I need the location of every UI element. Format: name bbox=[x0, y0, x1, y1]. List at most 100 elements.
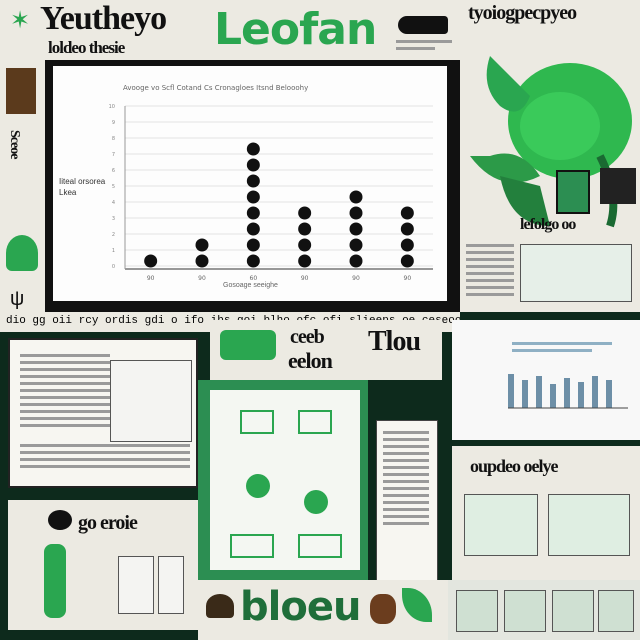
y-tick-label: 2 bbox=[112, 232, 115, 238]
diagram-icon-2 bbox=[298, 410, 332, 434]
left-document bbox=[8, 338, 198, 488]
data-dot bbox=[298, 206, 312, 220]
jar-icon bbox=[556, 170, 590, 214]
chart-title: Avooge vo Scfl Cotand Cs Cronagloes Itsn… bbox=[123, 84, 309, 92]
data-dot bbox=[246, 222, 260, 236]
chart-panel: Avooge vo Scfl Cotand Cs Cronagloes Itsn… bbox=[45, 60, 460, 312]
diagram-icon-3 bbox=[230, 534, 274, 558]
left-strip: Sceoe ψ bbox=[0, 60, 45, 312]
mini-bar-chart bbox=[508, 374, 628, 409]
header-icon-strip bbox=[390, 0, 460, 60]
data-dot bbox=[400, 222, 414, 236]
sheet-thumbnail bbox=[118, 556, 154, 614]
chart-area: Avooge vo Scfl Cotand Cs Cronagloes Itsn… bbox=[53, 66, 447, 301]
sparkle-icon: ✶ bbox=[10, 7, 31, 34]
mini-chart-panel bbox=[452, 320, 640, 440]
y-tick-label: 3 bbox=[112, 216, 115, 222]
bottom-thumb-2 bbox=[504, 590, 546, 632]
y-tick-label: 0 bbox=[112, 264, 115, 270]
data-dot bbox=[349, 190, 363, 204]
right-mid-panel: oupdeo oelye bbox=[452, 446, 640, 580]
data-dot bbox=[298, 238, 312, 252]
data-dot bbox=[246, 142, 260, 156]
y-tick-label: 4 bbox=[112, 200, 115, 206]
center-header-panel: Leofan bbox=[210, 0, 390, 60]
sheet-thumbnail-2 bbox=[158, 556, 184, 614]
sprout-icon: ψ bbox=[10, 288, 25, 310]
x-tick-label: 90 bbox=[198, 275, 206, 282]
creature-panel: tyoiogpecpyeo lefolgo oo bbox=[460, 0, 640, 312]
bottom-thumb-1 bbox=[456, 590, 498, 632]
text-column bbox=[376, 420, 438, 582]
data-dot bbox=[195, 238, 209, 252]
y-tick-label: 1 bbox=[112, 248, 115, 254]
plant-icon bbox=[6, 235, 38, 271]
vertical-label: Sceoe bbox=[7, 130, 22, 159]
data-dot bbox=[400, 254, 414, 268]
diagram-icon-4 bbox=[298, 534, 342, 558]
x-tick-label: 60 bbox=[250, 275, 258, 282]
data-dot bbox=[400, 238, 414, 252]
data-dot bbox=[246, 190, 260, 204]
data-dot bbox=[400, 206, 414, 220]
x-tick-label: 90 bbox=[404, 275, 412, 282]
sheep-icon bbox=[220, 330, 276, 360]
hat-icon bbox=[206, 594, 234, 618]
data-dot bbox=[246, 238, 260, 252]
pot-icon bbox=[370, 594, 396, 624]
dark-object-icon bbox=[600, 168, 636, 204]
creature-illustration bbox=[470, 56, 632, 228]
data-dot bbox=[195, 254, 209, 268]
data-dot bbox=[246, 158, 260, 172]
bottom-left-title: go eroie bbox=[78, 512, 138, 534]
data-dot bbox=[349, 254, 363, 268]
center-sheet bbox=[210, 390, 360, 570]
bird-icon-1 bbox=[246, 474, 270, 498]
dark-blob-icon bbox=[48, 510, 72, 530]
x-tick-label: 90 bbox=[147, 275, 155, 282]
data-dot bbox=[144, 254, 158, 268]
mid-right-label-panel: Tlou bbox=[362, 320, 442, 380]
x-axis-label: Gosoage seeighe bbox=[223, 282, 278, 289]
creature-caption: lefolgo oo bbox=[520, 216, 576, 233]
leaf-icon bbox=[402, 588, 432, 622]
y-tick-label: 5 bbox=[112, 184, 115, 190]
y-tick-label: 7 bbox=[112, 152, 115, 158]
data-dot bbox=[246, 254, 260, 268]
green-bottle-icon bbox=[44, 544, 66, 618]
right-title: tyoiogpecpyeo bbox=[468, 2, 577, 24]
y-tick-label: 6 bbox=[112, 168, 115, 174]
green-thumbnail-2 bbox=[548, 494, 630, 556]
data-dot bbox=[349, 206, 363, 220]
left-title: Yeutheyo bbox=[40, 0, 167, 37]
data-dot bbox=[349, 222, 363, 236]
mid-label-bottom: eelon bbox=[288, 348, 333, 373]
top-left-header-panel: Yeutheyo loldeo thesie ✶ bbox=[0, 0, 210, 60]
bottom-thumb-3 bbox=[552, 590, 594, 632]
data-dot bbox=[246, 206, 260, 220]
diagram-icon-1 bbox=[240, 410, 274, 434]
bottom-thumb-4 bbox=[598, 590, 634, 632]
brush-icon bbox=[398, 16, 448, 34]
right-mid-title: oupdeo oelye bbox=[470, 456, 559, 476]
x-tick-label: 90 bbox=[301, 275, 309, 282]
y-axis-label: Iiteal orsorea Lkea bbox=[59, 177, 106, 197]
x-tick-label: 90 bbox=[352, 275, 360, 282]
bottom-right-panel bbox=[448, 580, 640, 640]
calendar-thumbnail bbox=[520, 244, 632, 302]
tile-thumbnail bbox=[6, 68, 36, 114]
mid-label-top: ceeb bbox=[290, 326, 325, 348]
left-subtitle: loldeo thesie bbox=[48, 38, 125, 57]
bird-icon-2 bbox=[304, 490, 328, 514]
green-thumbnail-1 bbox=[464, 494, 538, 556]
data-dot bbox=[246, 174, 260, 188]
bottom-center-panel: bloeu bbox=[198, 580, 448, 640]
bottom-center-title: bloeu bbox=[240, 584, 361, 630]
data-dot bbox=[298, 222, 312, 236]
y-tick-label: 8 bbox=[112, 136, 115, 142]
y-tick-label: 9 bbox=[112, 120, 115, 126]
mid-label-panel: ceeb eelon bbox=[210, 320, 362, 380]
center-title: Leofan bbox=[214, 4, 377, 55]
y-tick-label: 10 bbox=[109, 104, 115, 110]
data-dot bbox=[298, 254, 312, 268]
